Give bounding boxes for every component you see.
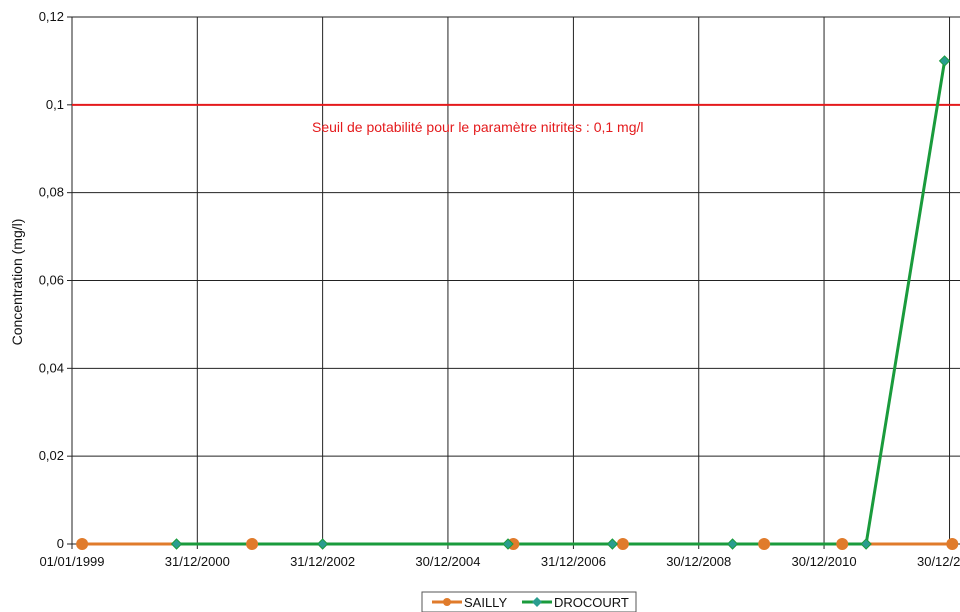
y-tick-label: 0,02 (39, 448, 64, 463)
x-tick-label: 01/01/1999 (39, 554, 104, 569)
y-axis-label: Concentration (mg/l) (9, 219, 25, 346)
grid (67, 16, 960, 549)
x-tick-label: 31/12/2006 (541, 554, 606, 569)
x-axis-ticks: 01/01/1999 31/12/2000 31/12/2002 30/12/2004… (39, 554, 960, 569)
data-point-sailly (836, 538, 849, 550)
x-tick-label: 30/12/2008 (666, 554, 731, 569)
data-point-sailly (946, 538, 959, 550)
legend-swatch-marker-drocourt (532, 597, 542, 607)
threshold-label: Seuil de potabilité pour le paramètre ni… (312, 119, 644, 135)
legend: SAILLY DROCOURT (421, 591, 637, 612)
y-tick-label: 0 (57, 536, 64, 551)
y-tick-label: 0,08 (39, 185, 64, 200)
data-point-drocourt (606, 538, 619, 550)
data-point-sailly (616, 538, 629, 550)
data-point-drocourt (860, 538, 872, 550)
y-tick-label: 0,1 (46, 97, 64, 112)
y-tick-label: 0,06 (39, 273, 64, 288)
x-tick-label: 30/12/2012 (917, 554, 960, 569)
data-point-drocourt (316, 538, 329, 550)
data-point-sailly (246, 538, 259, 550)
y-tick-label: 0,12 (39, 9, 64, 24)
data-point-drocourt (938, 55, 951, 67)
x-tick-label: 30/12/2004 (415, 554, 480, 569)
data-point-sailly (76, 538, 89, 550)
x-tick-label: 31/12/2002 (290, 554, 355, 569)
data-point-drocourt (502, 538, 514, 550)
series-markers (76, 55, 959, 550)
data-point-drocourt (726, 538, 739, 550)
legend-label-sailly: SAILLY (464, 595, 507, 610)
x-tick-label: 31/12/2000 (165, 554, 230, 569)
data-point-sailly (758, 538, 771, 550)
y-tick-label: 0,04 (39, 360, 64, 375)
y-axis-ticks: 0 0,02 0,04 0,06 0,08 0,1 0,12 (39, 9, 64, 551)
legend-swatch-marker-sailly (443, 598, 451, 606)
x-tick-label: 30/12/2010 (792, 554, 857, 569)
data-point-drocourt (170, 538, 183, 550)
legend-label-drocourt: DROCOURT (554, 595, 629, 610)
